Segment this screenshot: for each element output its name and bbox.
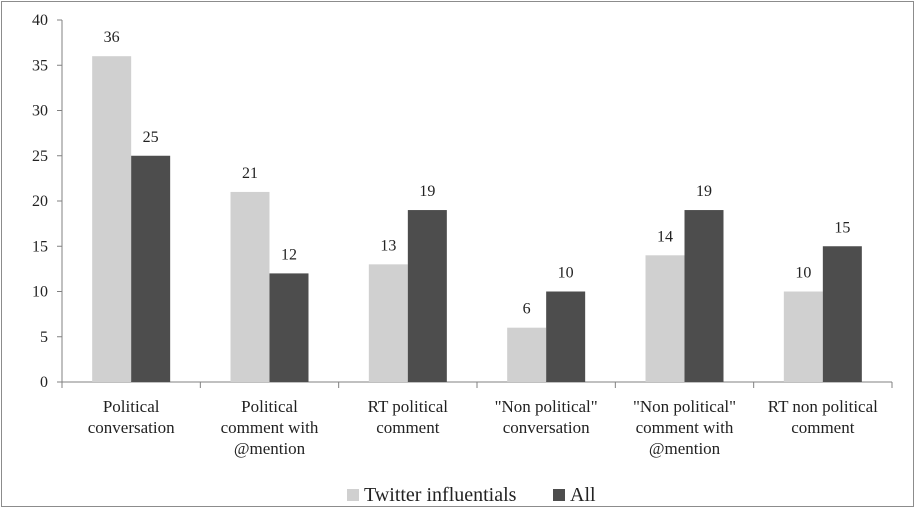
data-label: 15	[834, 219, 850, 236]
legend-swatch	[553, 489, 565, 501]
x-tick-label: Political	[103, 397, 160, 416]
legend-label: Twitter influentials	[364, 484, 517, 506]
y-tick-label: 20	[32, 193, 48, 210]
data-label: 21	[242, 165, 258, 182]
data-labels: 36 25 21 12 13 19 6 10 14 19 10 15	[104, 29, 851, 318]
y-tick-label: 10	[32, 284, 48, 301]
bar-twitter-influentials	[783, 291, 823, 382]
data-label: 25	[143, 129, 159, 146]
x-tick-label: @mention	[234, 439, 306, 458]
bar-all	[684, 210, 724, 382]
y-axis: 0 5 10 15 20 25 30 35 40	[32, 12, 63, 391]
bars	[92, 56, 862, 382]
bar-all	[546, 291, 586, 382]
y-tick-label: 5	[40, 329, 48, 346]
data-label: 19	[696, 183, 712, 200]
bar-twitter-influentials	[92, 56, 132, 382]
legend-swatch	[347, 489, 359, 501]
data-label: 10	[795, 265, 811, 282]
y-tick-label: 40	[32, 12, 48, 29]
data-label: 36	[104, 29, 120, 46]
data-label: 12	[281, 246, 297, 263]
legend: Twitter influentials All	[347, 484, 596, 506]
category-labels: Political conversation Political comment wi…	[88, 397, 878, 458]
x-tick-label: RT political	[368, 397, 449, 416]
x-tick-label: RT non political	[768, 397, 878, 416]
x-tick-label: conversation	[503, 418, 590, 437]
y-tick-label: 35	[32, 57, 48, 74]
legend-label: All	[570, 484, 596, 506]
bar-twitter-influentials	[230, 191, 270, 382]
bar-all	[822, 246, 862, 382]
x-tick-label: @mention	[649, 439, 721, 458]
x-tick-label: comment	[376, 418, 440, 437]
x-tick-label: conversation	[88, 418, 175, 437]
data-label: 10	[558, 265, 574, 282]
y-tick-label: 30	[32, 103, 48, 120]
x-tick-label: Political	[241, 397, 298, 416]
bar-twitter-influentials	[368, 264, 408, 382]
y-tick-label: 0	[40, 374, 48, 391]
x-tick-label: "Non political"	[633, 397, 736, 416]
data-label: 13	[380, 237, 396, 254]
x-tick-label: "Non political"	[495, 397, 598, 416]
y-tick-label: 15	[32, 238, 48, 255]
bar-all	[131, 155, 171, 382]
bar-all	[269, 273, 309, 382]
x-tick-label: comment with	[221, 418, 319, 437]
x-axis	[61, 381, 893, 388]
y-tick-label: 25	[32, 148, 48, 165]
bar-twitter-influentials	[507, 327, 547, 382]
bar-twitter-influentials	[645, 255, 685, 382]
data-label: 6	[523, 301, 531, 318]
data-label: 14	[657, 228, 673, 245]
data-label: 19	[419, 183, 435, 200]
x-tick-label: comment with	[636, 418, 734, 437]
bar-all	[407, 210, 447, 382]
x-tick-label: comment	[791, 418, 855, 437]
